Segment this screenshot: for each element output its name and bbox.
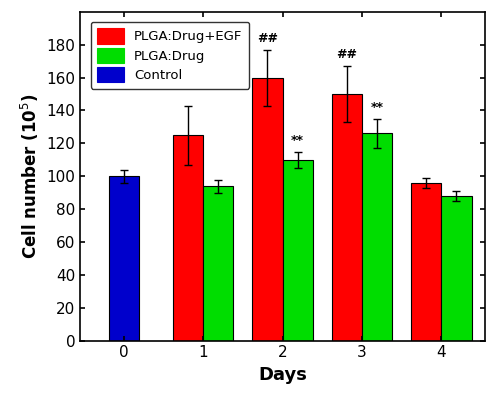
Bar [411, 183, 442, 341]
Text: **: ** [370, 101, 384, 114]
Bar [332, 94, 362, 341]
Text: ##: ## [336, 48, 357, 61]
Bar [252, 78, 282, 341]
Bar [173, 135, 203, 341]
Bar [282, 160, 312, 341]
Bar [108, 176, 139, 341]
Bar [203, 186, 234, 341]
X-axis label: Days: Days [258, 366, 307, 384]
Y-axis label: Cell number (10$^{5}$): Cell number (10$^{5}$) [18, 93, 40, 259]
Text: ##: ## [257, 32, 278, 45]
Text: **: ** [291, 133, 304, 147]
Legend: PLGA:Drug+EGF, PLGA:Drug, Control: PLGA:Drug+EGF, PLGA:Drug, Control [90, 22, 249, 89]
Bar [362, 133, 392, 341]
Bar [442, 196, 472, 341]
